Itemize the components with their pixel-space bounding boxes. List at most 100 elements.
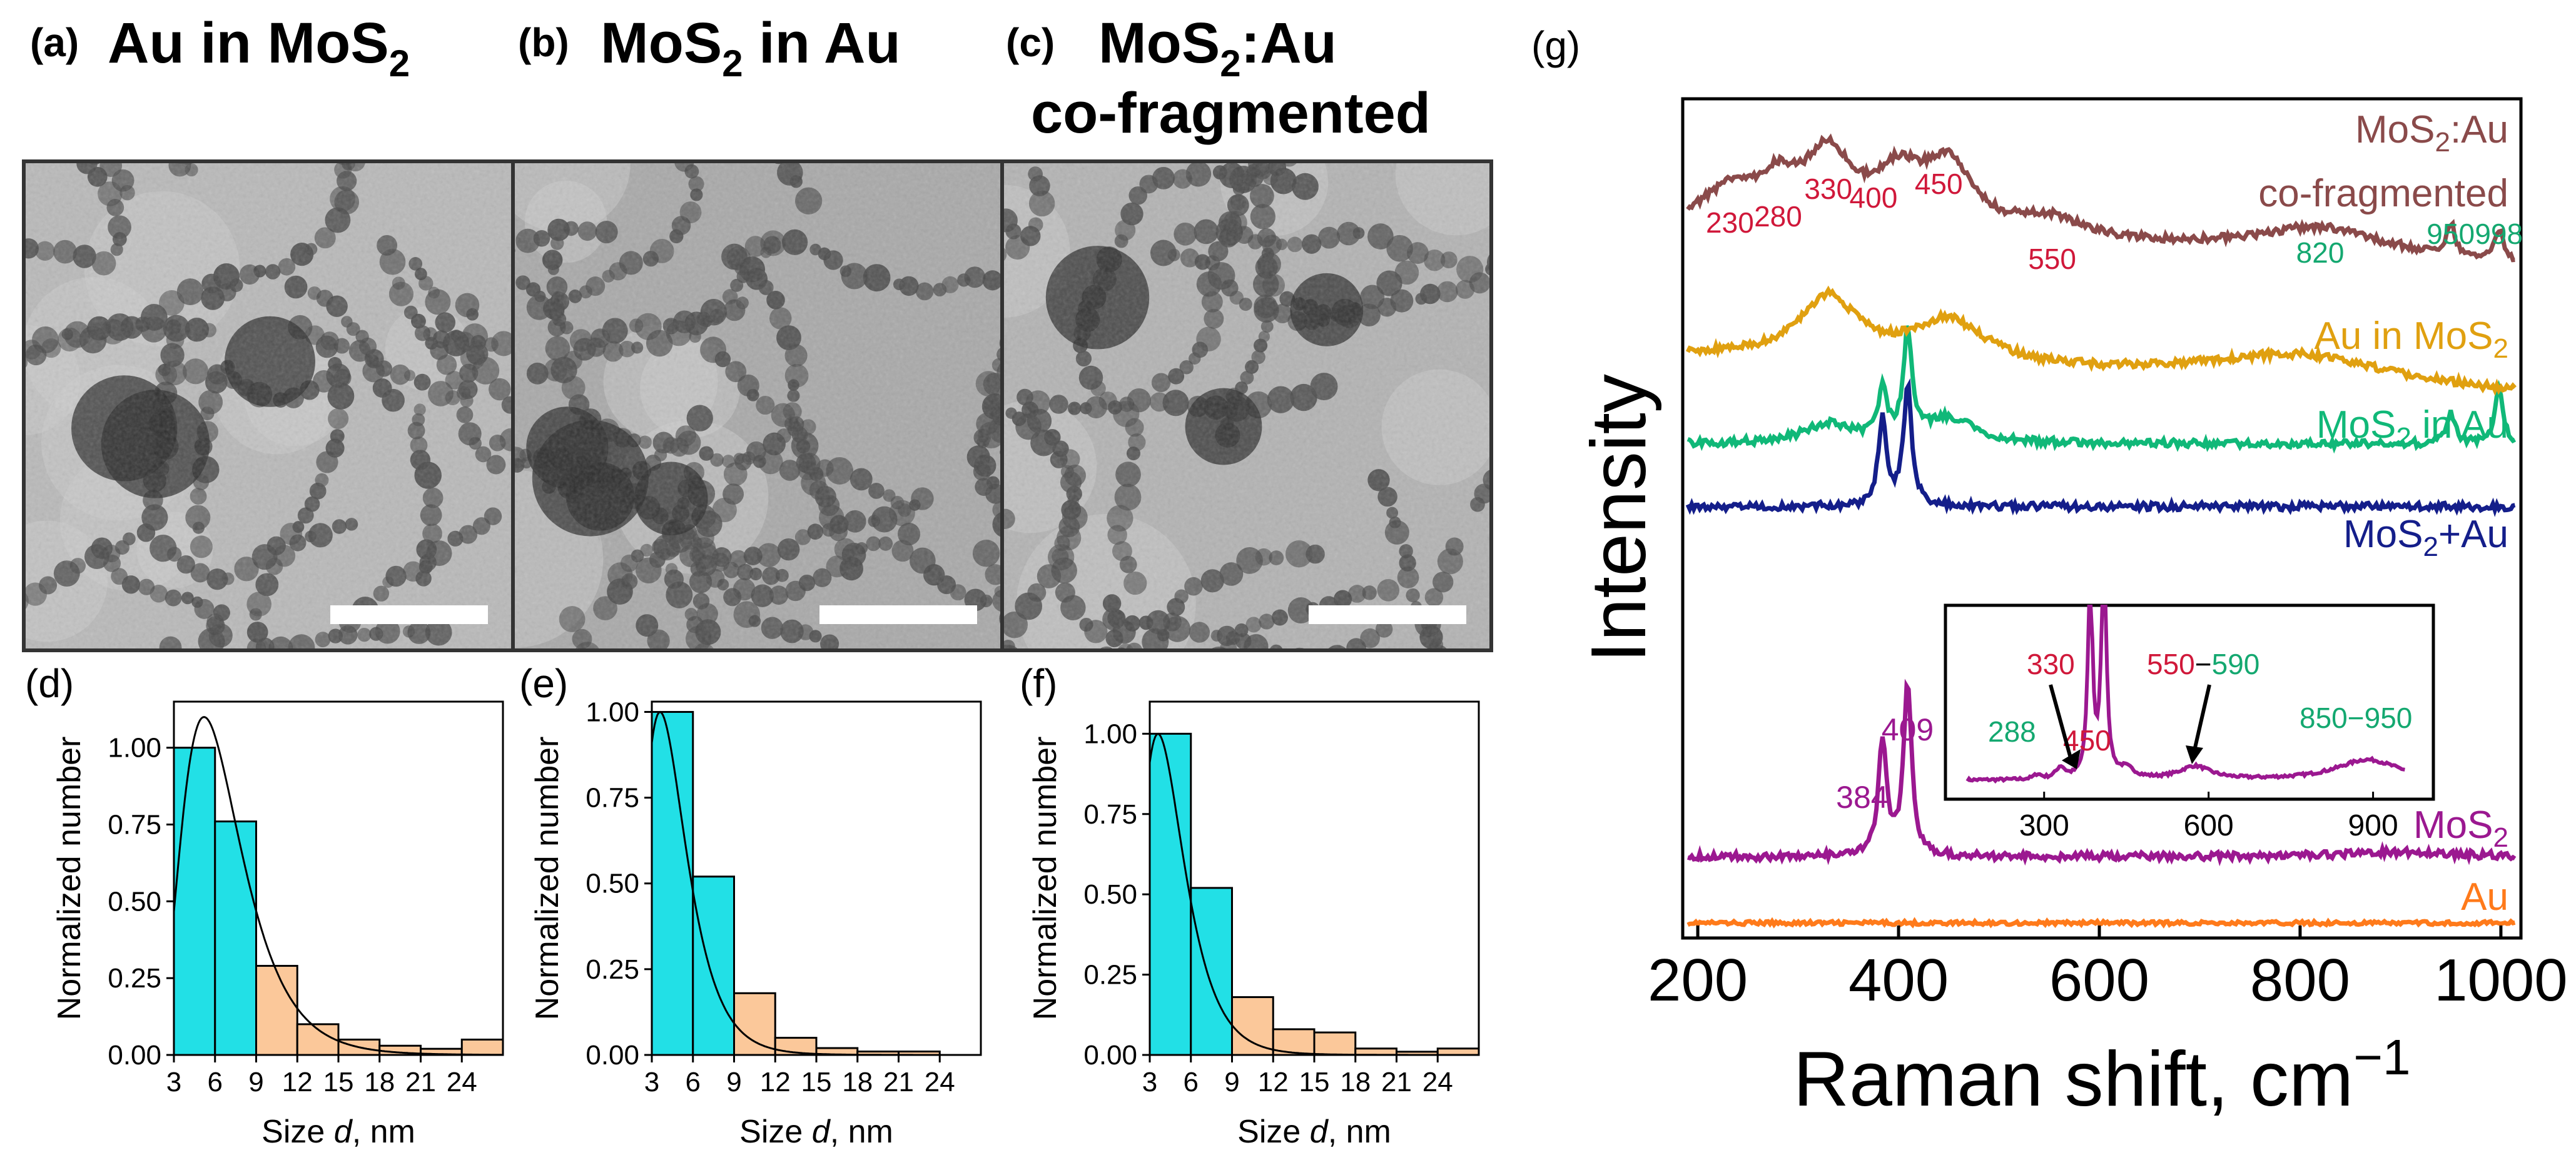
panel-c-title-text: MoS [1098, 11, 1220, 75]
y-tick-label: 0.00 [108, 1040, 161, 1071]
y-tick-label: 0.25 [108, 963, 161, 994]
inset-arrow [2049, 684, 2072, 759]
histogram-bar [214, 820, 257, 1056]
peak-annotation: 230 [1706, 206, 1754, 239]
histogram-bar [1190, 887, 1233, 1056]
x-tick-label: 12 [760, 1067, 791, 1097]
inset-annotation: 850−950 [2300, 702, 2412, 734]
histogram-bar [173, 747, 216, 1056]
x-tick-label: 24 [925, 1067, 955, 1097]
x-tick-label: 9 [726, 1067, 741, 1097]
x-tick-label: 6 [208, 1067, 223, 1097]
tem-image-a [25, 163, 512, 649]
y-tick-label: 0.75 [1083, 799, 1137, 830]
histogram-f: (f) 3 6 9 12 15 18 21 24 0.00 0.25 0.50 0.75 1.00 Size… [1020, 661, 1480, 1150]
x-tick-label: 3 [1142, 1067, 1157, 1097]
inset-x-tick-label: 600 [2184, 809, 2234, 842]
panel-letter-a: (a) [30, 20, 79, 65]
x-tick-label: 3 [166, 1067, 181, 1097]
svg-text:MoS2:Au: MoS2:Au [1098, 11, 1337, 84]
x-tick-label: 18 [1340, 1067, 1371, 1097]
scale-bar [819, 605, 977, 624]
raman-chart: Au MoS2 MoS2+Au MoS2 in Au Au in MoS2 MoS2:Au… [1576, 97, 2568, 1122]
panel-a-title-text: Au in MoS [108, 11, 389, 75]
tem-image-b [514, 163, 1001, 649]
y-tick-label: 0.50 [1083, 879, 1137, 910]
x-axis-label: Raman shift, cm−1 [1793, 1029, 2410, 1122]
peak-annotation: 450 [1915, 168, 1963, 200]
inset-annotation: 550−590 [2147, 648, 2259, 680]
histogram-bar [733, 992, 776, 1056]
panel-letter-d: (d) [25, 661, 74, 706]
x-tick-label: 18 [364, 1067, 395, 1097]
series-label: MoS2 in Au [2316, 403, 2508, 453]
panel-letter-e: (e) [519, 661, 568, 706]
arrow-head-icon [2062, 749, 2081, 769]
tem-image-c [1003, 163, 1490, 649]
inset-x-tick-label: 900 [2348, 809, 2398, 842]
series-label: Au in MoS2 [2314, 315, 2508, 364]
x-tick-label: 6 [1184, 1067, 1199, 1097]
y-tick-label: 0.00 [1083, 1040, 1137, 1071]
y-axis-label: Normalized number [51, 737, 88, 1021]
tem-frame [22, 159, 1493, 652]
inset-spectrum [1965, 605, 2405, 784]
x-tick-label: 18 [842, 1067, 873, 1097]
panel-c-title-line2: co-fragmented [1031, 81, 1431, 145]
peak-annotation: 550 [2028, 243, 2076, 275]
scale-bar [330, 605, 488, 624]
histogram-bar [1231, 996, 1274, 1056]
y-axis-label: Intensity [1576, 374, 1662, 663]
x-tick-label: 15 [1299, 1067, 1330, 1097]
x-tick-label: 400 [1848, 947, 1949, 1014]
y-axis-label: Normalized number [1027, 737, 1063, 1021]
panel-b-title-text: MoS [601, 11, 722, 75]
panel-c-title: (c) MoS2:Au co-fragmented [1006, 11, 1431, 145]
x-tick-label: 12 [282, 1067, 313, 1097]
svg-text:MoS2 in Au: MoS2 in Au [601, 11, 901, 84]
x-tick-label: 24 [1422, 1067, 1453, 1097]
panel-b-title: (b) MoS2 in Au [518, 11, 901, 84]
series-label: MoS2:Au [2355, 108, 2508, 158]
histogram-bar [651, 710, 694, 1056]
x-tick-label: 21 [405, 1067, 436, 1097]
peak-annotation: 998 [2475, 218, 2523, 250]
panel-b-title-sub: 2 [722, 43, 743, 84]
peak-annotation: 820 [2296, 236, 2345, 269]
inset-arrow [2193, 684, 2211, 751]
inset-annotation: 288 [1988, 715, 2036, 748]
y-tick-label: 0.25 [586, 954, 639, 985]
histogram-bar [255, 965, 298, 1056]
panel-letter-c: (c) [1006, 20, 1055, 65]
y-tick-label: 0.75 [586, 783, 639, 814]
y-tick-label: 0.00 [586, 1040, 639, 1071]
mos2-peak-label: 384 [1836, 780, 1888, 815]
series-label: MoS2+Au [2343, 513, 2508, 562]
y-tick-label: 0.75 [108, 810, 161, 840]
y-tick-label: 1.00 [586, 697, 639, 727]
svg-text:Au in MoS2: Au in MoS2 [108, 11, 410, 84]
x-tick-label: 21 [883, 1067, 914, 1097]
panel-letter-f: (f) [1020, 661, 1057, 706]
panel-b-title-post: in Au [743, 11, 901, 75]
scale-bar [1309, 605, 1466, 624]
spectrum-line [1685, 285, 2517, 396]
x-tick-label: 200 [1648, 947, 1748, 1014]
x-axis-label: Size d, nm [261, 1114, 415, 1150]
x-tick-label: 15 [323, 1067, 354, 1097]
y-tick-label: 0.50 [586, 869, 639, 899]
histogram-bar [1149, 732, 1192, 1056]
x-tick-label: 600 [2049, 947, 2149, 1014]
inset-x-tick-label: 300 [2019, 809, 2069, 842]
x-tick-label: 3 [644, 1067, 659, 1097]
y-tick-label: 0.50 [108, 886, 161, 917]
peak-annotation: 280 [1754, 200, 1802, 233]
spectrum-line [1686, 133, 2515, 263]
peak-annotation: 330 [1804, 173, 1852, 205]
inset-annotation: 450 [2063, 724, 2111, 757]
x-tick-label: 12 [1258, 1067, 1289, 1097]
arrow-head-icon [2186, 745, 2203, 764]
peak-annotation: 400 [1850, 181, 1898, 214]
panel-letter-g: (g) [1531, 23, 1580, 68]
spectrum-line [1686, 917, 2516, 929]
